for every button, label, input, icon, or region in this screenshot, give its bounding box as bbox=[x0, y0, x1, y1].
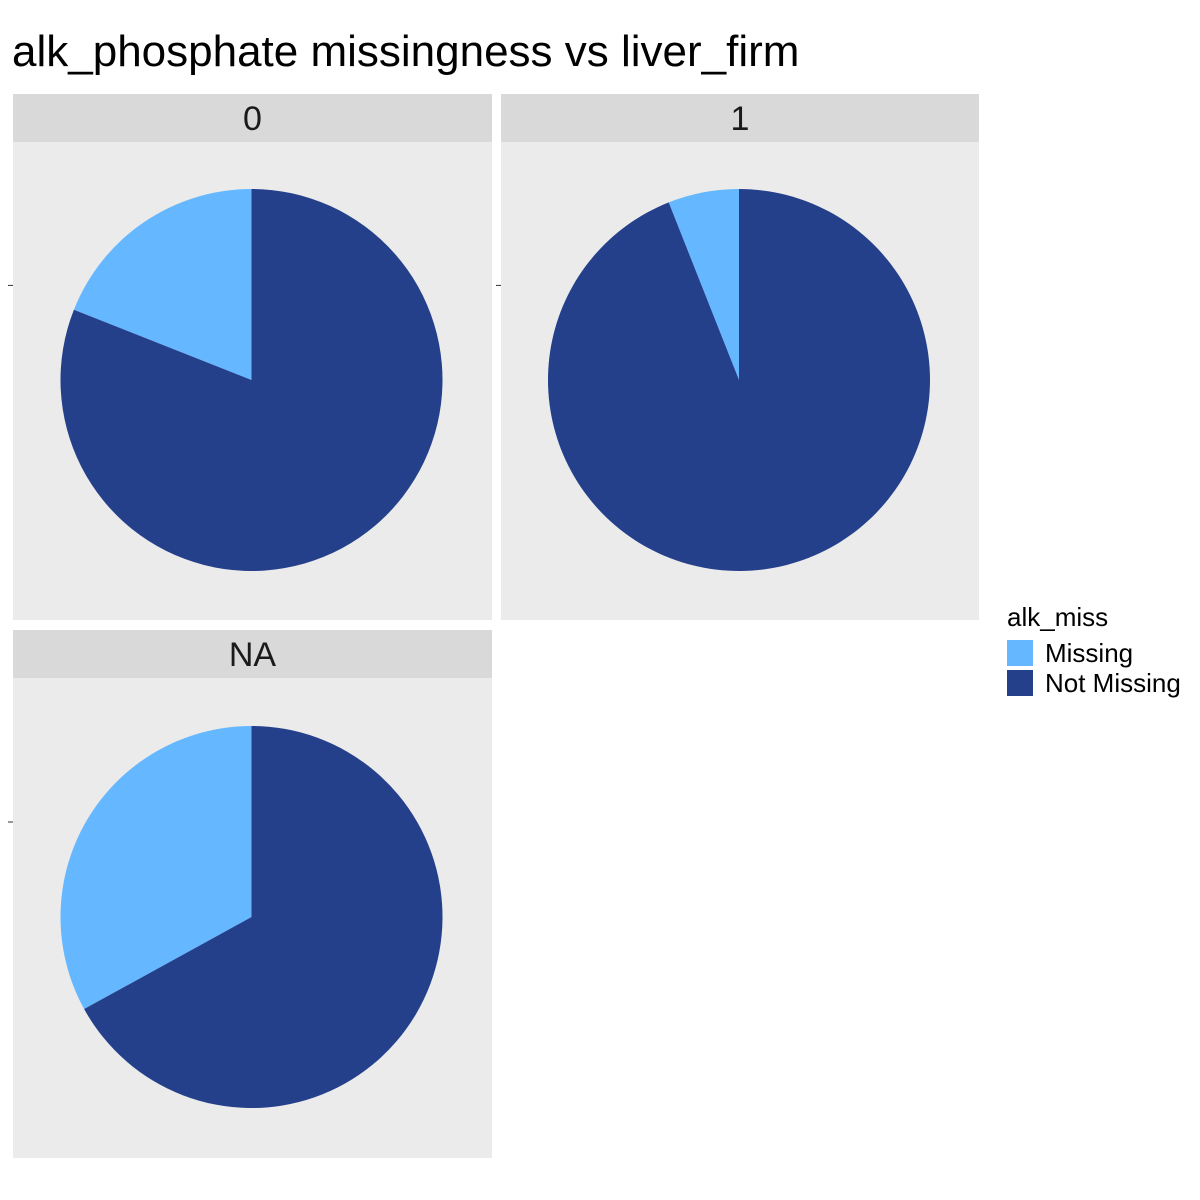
facet-panel-1: 1 bbox=[496, 94, 979, 620]
legend-label-missing: Missing bbox=[1045, 638, 1134, 668]
legend-item-missing: Missing bbox=[1007, 638, 1181, 668]
facet-panel-0: 0 bbox=[8, 94, 492, 620]
legend-item-not-missing: Not Missing bbox=[1007, 668, 1181, 698]
facet-label-na: NA bbox=[229, 636, 277, 674]
legend: alk_miss Missing Not Missing bbox=[1007, 604, 1181, 698]
chart-title: alk_phosphate missingness vs liver_firm bbox=[12, 27, 800, 76]
legend-label-not-missing: Not Missing bbox=[1045, 668, 1181, 698]
pie-slice-1-missing bbox=[668, 189, 739, 380]
legend-title: alk_miss bbox=[1007, 602, 1109, 632]
pie-slice-1-not-missing bbox=[547, 189, 930, 571]
pie-slice-na-missing bbox=[60, 726, 252, 1010]
facet-panel-na: NA bbox=[8, 630, 492, 1158]
pie-slice-0-not-missing bbox=[60, 189, 443, 571]
facet-strip-0 bbox=[13, 94, 492, 142]
facet-label-0: 0 bbox=[243, 100, 262, 138]
facet-label-1: 1 bbox=[731, 100, 750, 138]
pie-slice-0-missing bbox=[73, 189, 252, 380]
facet-strip-1 bbox=[501, 94, 979, 142]
pie-slice-na-not-missing bbox=[84, 726, 443, 1108]
facet-strip-na bbox=[13, 630, 492, 678]
legend-key-not-missing bbox=[1007, 670, 1033, 696]
legend-key-missing bbox=[1007, 640, 1033, 666]
